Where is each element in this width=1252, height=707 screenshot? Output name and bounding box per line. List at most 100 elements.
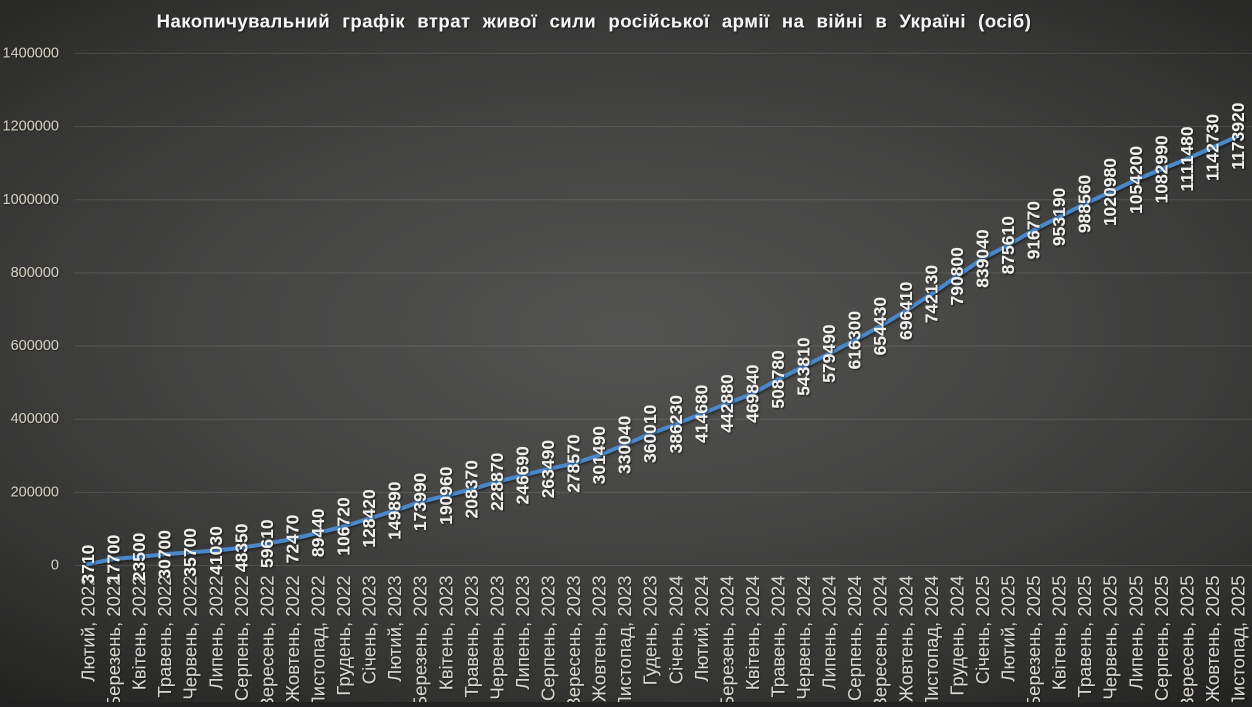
svg-text:742130: 742130 bbox=[921, 265, 941, 324]
svg-text:Квітень, 2024: Квітень, 2024 bbox=[742, 576, 763, 691]
svg-text:1111480: 1111480 bbox=[1177, 126, 1197, 191]
svg-text:414680: 414680 bbox=[691, 384, 711, 443]
svg-text:190960: 190960 bbox=[436, 466, 456, 525]
svg-text:278570: 278570 bbox=[564, 434, 584, 493]
svg-text:0: 0 bbox=[51, 558, 59, 574]
svg-text:Листопад, 2024: Листопад, 2024 bbox=[921, 576, 942, 702]
svg-text:Листопад, 2022: Листопад, 2022 bbox=[308, 576, 329, 703]
svg-text:Січень, 2024: Січень, 2024 bbox=[665, 576, 686, 685]
svg-text:3710: 3710 bbox=[78, 544, 98, 583]
svg-text:Листопад, 2023: Листопад, 2023 bbox=[614, 576, 635, 703]
svg-text:173990: 173990 bbox=[410, 472, 430, 531]
svg-text:1200000: 1200000 bbox=[3, 119, 59, 135]
svg-text:Червень, 2024: Червень, 2024 bbox=[793, 576, 814, 700]
svg-text:Накопичувальний графік втрат ж: Накопичувальний графік втрат живої сили … bbox=[157, 11, 1032, 32]
svg-text:839040: 839040 bbox=[973, 229, 993, 288]
svg-text:790800: 790800 bbox=[947, 247, 967, 306]
svg-text:Серпень, 2024: Серпень, 2024 bbox=[844, 576, 865, 702]
svg-text:Квітень, 2023: Квітень, 2023 bbox=[435, 576, 456, 691]
svg-text:953190: 953190 bbox=[1049, 187, 1069, 246]
svg-text:916770: 916770 bbox=[1024, 201, 1044, 260]
svg-text:543810: 543810 bbox=[794, 337, 814, 396]
svg-text:Березень, 2022: Березень, 2022 bbox=[103, 576, 124, 703]
svg-text:Липень, 2024: Липень, 2024 bbox=[819, 576, 840, 690]
svg-text:Лютий, 2023: Лютий, 2023 bbox=[384, 576, 405, 682]
svg-text:1400000: 1400000 bbox=[3, 45, 59, 61]
svg-text:Грудень, 2024: Грудень, 2024 bbox=[946, 576, 967, 696]
svg-text:Січень, 2025: Січень, 2025 bbox=[972, 576, 993, 685]
svg-text:Липень, 2025: Липень, 2025 bbox=[1125, 576, 1146, 690]
svg-text:1173920: 1173920 bbox=[1228, 102, 1248, 169]
svg-text:616300: 616300 bbox=[845, 311, 865, 370]
svg-text:988560: 988560 bbox=[1075, 174, 1095, 233]
svg-text:360010: 360010 bbox=[640, 404, 660, 463]
svg-text:23500: 23500 bbox=[129, 532, 149, 581]
svg-text:Червень, 2025: Червень, 2025 bbox=[1100, 576, 1121, 700]
svg-text:200000: 200000 bbox=[11, 484, 59, 500]
svg-text:508780: 508780 bbox=[768, 350, 788, 409]
svg-text:228870: 228870 bbox=[487, 452, 507, 511]
svg-text:1054200: 1054200 bbox=[1126, 146, 1146, 214]
svg-text:Квітень, 2025: Квітень, 2025 bbox=[1049, 576, 1070, 691]
svg-text:800000: 800000 bbox=[11, 265, 59, 281]
svg-text:Лютий, 2024: Лютий, 2024 bbox=[691, 576, 712, 682]
svg-text:Серпень, 2025: Серпень, 2025 bbox=[1151, 576, 1172, 702]
svg-text:301490: 301490 bbox=[589, 426, 609, 485]
svg-text:Серпень, 2022: Серпень, 2022 bbox=[231, 576, 252, 702]
svg-text:Березень, 2024: Березень, 2024 bbox=[716, 576, 737, 703]
svg-text:Листопад, 2025: Листопад, 2025 bbox=[1228, 576, 1249, 703]
svg-text:600000: 600000 bbox=[11, 338, 59, 354]
svg-text:Вересень, 2023: Вересень, 2023 bbox=[563, 576, 584, 703]
svg-text:1142730: 1142730 bbox=[1203, 114, 1223, 181]
svg-text:48350: 48350 bbox=[231, 523, 251, 572]
svg-text:Лютий, 2025: Лютий, 2025 bbox=[998, 576, 1019, 682]
svg-text:Жовтень, 2022: Жовтень, 2022 bbox=[282, 576, 303, 702]
svg-text:89440: 89440 bbox=[308, 508, 328, 557]
svg-text:Жовтень, 2025: Жовтень, 2025 bbox=[1202, 576, 1223, 702]
svg-text:1000000: 1000000 bbox=[3, 192, 59, 208]
svg-text:Січень, 2023: Січень, 2023 bbox=[359, 576, 380, 685]
svg-text:469840: 469840 bbox=[743, 364, 763, 423]
svg-text:Червень, 2023: Червень, 2023 bbox=[486, 576, 507, 700]
svg-text:149890: 149890 bbox=[385, 481, 405, 540]
svg-text:400000: 400000 bbox=[11, 411, 59, 427]
svg-text:263490: 263490 bbox=[538, 440, 558, 499]
svg-text:442880: 442880 bbox=[717, 374, 737, 433]
svg-text:17700: 17700 bbox=[104, 534, 124, 583]
svg-text:72470: 72470 bbox=[282, 514, 302, 563]
svg-text:59610: 59610 bbox=[257, 519, 277, 568]
svg-text:875610: 875610 bbox=[998, 216, 1018, 275]
svg-text:Травень, 2023: Травень, 2023 bbox=[461, 576, 482, 698]
svg-text:128420: 128420 bbox=[359, 489, 379, 548]
svg-text:Липень, 2022: Липень, 2022 bbox=[205, 576, 226, 690]
svg-text:Травень, 2025: Травень, 2025 bbox=[1074, 576, 1095, 698]
svg-text:41030: 41030 bbox=[206, 526, 226, 575]
svg-text:Липень, 2023: Липень, 2023 bbox=[512, 576, 533, 690]
svg-text:Червень, 2022: Червень, 2022 bbox=[180, 576, 201, 700]
svg-text:Вересень, 2022: Вересень, 2022 bbox=[256, 576, 277, 703]
svg-text:1082990: 1082990 bbox=[1151, 135, 1171, 203]
svg-text:1020980: 1020980 bbox=[1100, 158, 1120, 226]
svg-text:Вересень, 2025: Вересень, 2025 bbox=[1176, 576, 1197, 703]
svg-text:208370: 208370 bbox=[461, 460, 481, 519]
svg-text:Лютий, 2022: Лютий, 2022 bbox=[78, 576, 99, 682]
svg-text:Травень, 2022: Травень, 2022 bbox=[154, 576, 175, 698]
svg-text:30700: 30700 bbox=[155, 530, 175, 579]
svg-text:386230: 386230 bbox=[666, 395, 686, 454]
svg-text:Квітень, 2022: Квітень, 2022 bbox=[129, 576, 150, 691]
svg-text:579490: 579490 bbox=[819, 324, 839, 383]
svg-text:Жовтень, 2023: Жовтень, 2023 bbox=[589, 576, 610, 702]
svg-text:106720: 106720 bbox=[334, 497, 354, 556]
svg-text:Грудень, 2022: Грудень, 2022 bbox=[333, 576, 354, 696]
svg-text:654430: 654430 bbox=[870, 297, 890, 356]
svg-text:Жовтень, 2024: Жовтень, 2024 bbox=[895, 576, 916, 702]
svg-text:Гудень, 2023: Гудень, 2023 bbox=[640, 576, 661, 686]
svg-text:Березень, 2025: Березень, 2025 bbox=[1023, 576, 1044, 703]
svg-text:Березень, 2023: Березень, 2023 bbox=[410, 576, 431, 703]
svg-text:35700: 35700 bbox=[180, 528, 200, 577]
svg-text:330040: 330040 bbox=[615, 415, 635, 474]
svg-text:Серпень, 2023: Серпень, 2023 bbox=[538, 576, 559, 702]
svg-text:246690: 246690 bbox=[513, 446, 533, 505]
svg-text:Травень, 2024: Травень, 2024 bbox=[768, 576, 789, 698]
svg-text:696410: 696410 bbox=[896, 281, 916, 340]
